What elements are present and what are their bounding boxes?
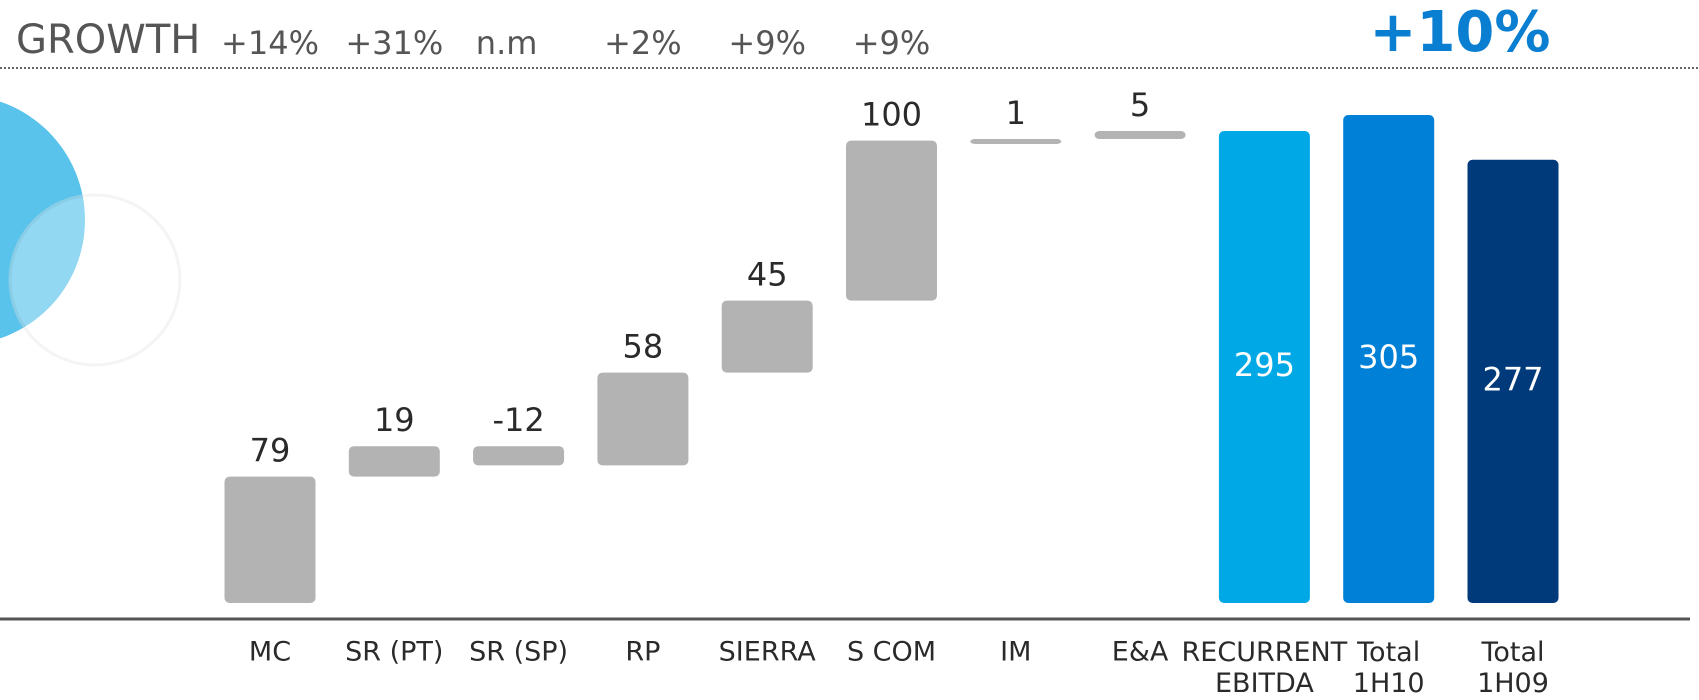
bar xyxy=(721,300,813,373)
x-tick-label: Total 1H10 xyxy=(1353,637,1425,699)
value-label: 5 xyxy=(1130,86,1150,124)
x-tick-label: MC xyxy=(249,637,291,668)
x-tick-label: Total 1H09 xyxy=(1477,637,1549,699)
bar xyxy=(846,140,937,301)
value-label: 45 xyxy=(747,256,788,294)
bar xyxy=(1467,159,1559,604)
value-label: 277 xyxy=(1482,360,1543,398)
bar xyxy=(224,476,316,603)
bar xyxy=(473,446,565,466)
value-label: 305 xyxy=(1358,338,1419,376)
growth-label: +14% xyxy=(221,24,319,62)
headline: +10% xyxy=(1370,0,1551,65)
bar xyxy=(1094,131,1186,139)
value-label: 58 xyxy=(623,328,664,366)
bar xyxy=(348,446,440,477)
growth-label: +31% xyxy=(345,24,443,62)
decoration xyxy=(0,101,182,367)
x-tick-label: RECURRENT EBITDA xyxy=(1182,637,1348,699)
value-label: -12 xyxy=(492,401,544,439)
growth-label: +9% xyxy=(853,24,931,62)
x-tick-label: SIERRA xyxy=(719,637,817,668)
bar xyxy=(970,139,1062,144)
x-tick-label: SR (PT) xyxy=(345,637,443,668)
value-label: 295 xyxy=(1234,346,1295,384)
x-tick-label: IM xyxy=(1000,637,1031,668)
x-tick-label: RP xyxy=(625,637,660,668)
bar xyxy=(597,372,689,466)
bar xyxy=(1218,131,1310,603)
chart-title: GROWTH xyxy=(16,17,200,63)
bar xyxy=(1343,115,1435,603)
x-tick-label: E&A xyxy=(1112,637,1169,668)
x-tick-label: S COM xyxy=(847,637,936,668)
growth-label: +2% xyxy=(604,24,682,62)
growth-label: n.m xyxy=(476,24,538,62)
value-label: 79 xyxy=(250,432,291,470)
x-tick-label: SR (SP) xyxy=(469,637,568,668)
value-label: 19 xyxy=(374,401,415,439)
value-label: 100 xyxy=(861,96,922,134)
value-label: 1 xyxy=(1006,94,1026,132)
growth-label: +9% xyxy=(728,24,806,62)
